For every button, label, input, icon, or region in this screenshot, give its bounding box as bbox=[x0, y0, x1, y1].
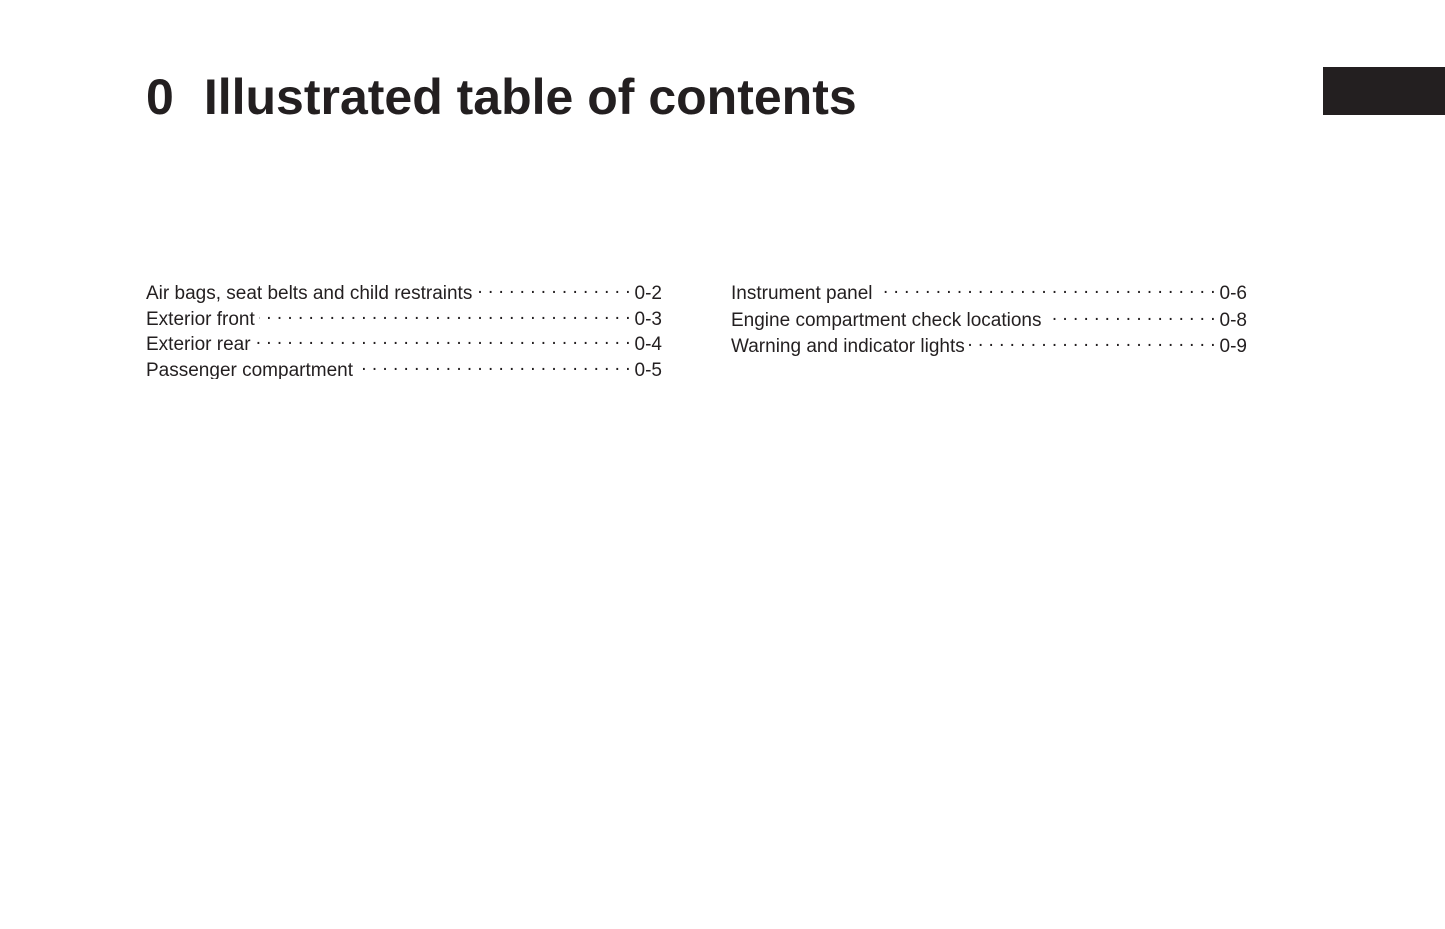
toc-label: Air bags, seat belts and child restraint… bbox=[146, 283, 473, 303]
toc-page: 0-8 bbox=[1219, 309, 1247, 331]
toc-page: 0-4 bbox=[634, 334, 662, 354]
toc-entry[interactable]: Passenger compartment 0-5 bbox=[146, 354, 662, 380]
toc-entry[interactable]: Air bags, seat belts and child restraint… bbox=[146, 277, 662, 303]
leader-dots bbox=[877, 277, 1216, 299]
toc-label: Instrument panel bbox=[731, 283, 873, 304]
toc-entry[interactable]: Instrument panel 0-6 bbox=[731, 277, 1247, 304]
toc-label: Exterior front bbox=[146, 308, 255, 329]
toc-label: Warning and indicator lights bbox=[731, 336, 965, 357]
toc-left-column: Air bags, seat belts and child restraint… bbox=[146, 277, 662, 379]
toc-entry[interactable]: Engine compartment check locations 0-8 bbox=[731, 304, 1247, 331]
toc-entry[interactable]: Warning and indicator lights 0-9 bbox=[731, 330, 1247, 357]
toc-page: 0-6 bbox=[1219, 283, 1247, 304]
leader-dots bbox=[1046, 304, 1216, 326]
leader-dots bbox=[476, 277, 630, 299]
toc-right-column: Instrument panel 0-6 Engine compartment c… bbox=[731, 277, 1247, 357]
toc-entry[interactable]: Exterior front 0-3 bbox=[146, 303, 662, 329]
toc-label: Engine compartment check locations bbox=[731, 309, 1042, 331]
leader-dots bbox=[255, 328, 631, 350]
toc-page: 0-9 bbox=[1219, 336, 1247, 357]
page-title: 0 Illustrated table of contents bbox=[146, 68, 857, 126]
leader-dots bbox=[357, 354, 631, 376]
chapter-title: Illustrated table of contents bbox=[203, 69, 857, 125]
toc-label: Passenger compartment bbox=[146, 359, 353, 380]
toc-entry[interactable]: Exterior rear 0-4 bbox=[146, 328, 662, 354]
leader-dots bbox=[969, 330, 1216, 352]
chapter-number: 0 bbox=[146, 69, 174, 125]
toc-page: 0-3 bbox=[634, 308, 662, 329]
toc-page: 0-2 bbox=[634, 283, 662, 303]
toc-label: Exterior rear bbox=[146, 334, 251, 354]
leader-dots bbox=[259, 303, 631, 325]
chapter-tab bbox=[1323, 67, 1445, 115]
toc-page: 0-5 bbox=[634, 359, 662, 380]
